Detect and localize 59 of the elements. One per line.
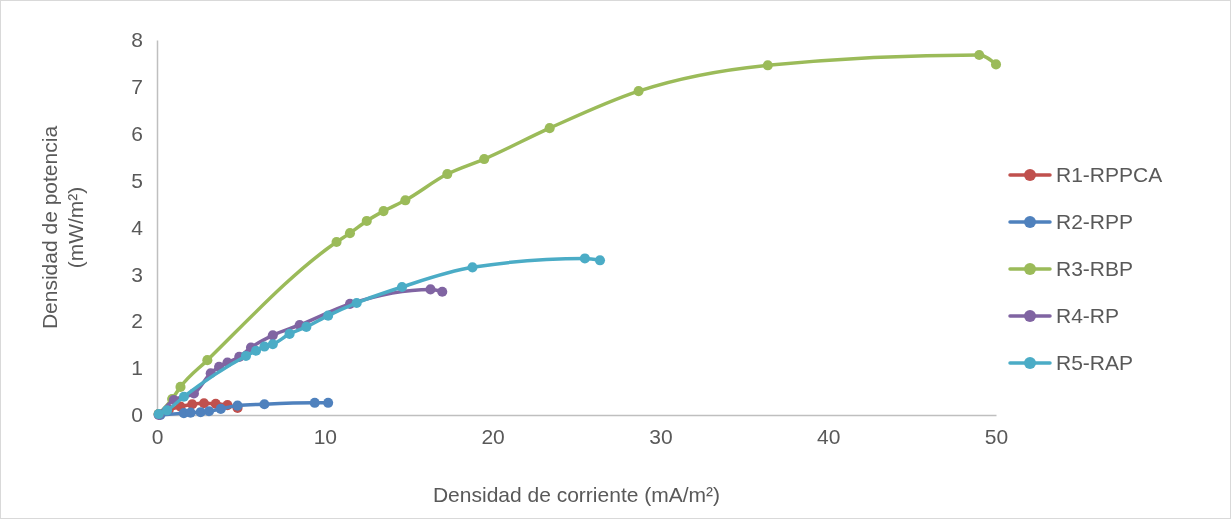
legend-label: R2-RPP [1056, 210, 1134, 233]
legend-label: R5-RAP [1056, 351, 1134, 374]
y-tick-label: 8 [131, 28, 143, 52]
point [762, 60, 773, 71]
point [479, 154, 490, 165]
x-tick-label: 20 [481, 424, 505, 448]
point [544, 123, 555, 134]
point [267, 339, 278, 350]
x-axis-title: Densidad de corriente (mA/m²) [432, 483, 721, 506]
point [195, 407, 206, 418]
point [198, 398, 210, 409]
legend-label: R1-RPPCA [1056, 163, 1163, 186]
point [309, 397, 320, 408]
point [240, 350, 251, 361]
point [633, 86, 644, 97]
point [361, 215, 372, 226]
point [974, 49, 985, 61]
point [323, 310, 334, 321]
point [250, 345, 262, 356]
point [178, 391, 189, 402]
y-tick-label: 3 [131, 262, 143, 286]
point [396, 282, 408, 293]
legend-label: R4-RP [1056, 304, 1120, 327]
x-tick-label: 30 [649, 424, 673, 448]
point [425, 284, 436, 295]
point [579, 253, 590, 264]
point [594, 255, 606, 266]
x-tick-label: 50 [984, 424, 1009, 448]
y-tick-label: 4 [131, 215, 144, 239]
point [437, 286, 448, 297]
point [215, 403, 226, 414]
point [202, 355, 213, 366]
y-tick-label: 2 [131, 309, 143, 333]
point [175, 381, 186, 392]
point [301, 321, 312, 332]
y-tick-label: 1 [131, 356, 143, 380]
point [284, 328, 295, 339]
point [351, 297, 362, 308]
x-tick-label: 40 [817, 424, 841, 448]
point [259, 399, 270, 410]
y-tick-label: 0 [131, 403, 143, 427]
point [467, 262, 478, 273]
y-tick-label: 7 [131, 75, 143, 99]
point [442, 169, 453, 180]
point [344, 228, 356, 239]
y-axis-title: Densidad de potencia (mW/m²) [38, 125, 87, 330]
point [203, 406, 215, 417]
point [400, 195, 411, 206]
point [331, 237, 342, 248]
point [323, 397, 334, 408]
point [187, 399, 198, 410]
point [267, 330, 278, 341]
legend-label: R3-RBP [1056, 257, 1134, 280]
y-tick-label: 5 [131, 168, 143, 192]
point [990, 59, 1002, 70]
y-tick-label: 6 [131, 121, 143, 145]
point [378, 206, 389, 217]
x-tick-label: 10 [313, 424, 337, 448]
x-tick-label: 0 [151, 424, 164, 448]
